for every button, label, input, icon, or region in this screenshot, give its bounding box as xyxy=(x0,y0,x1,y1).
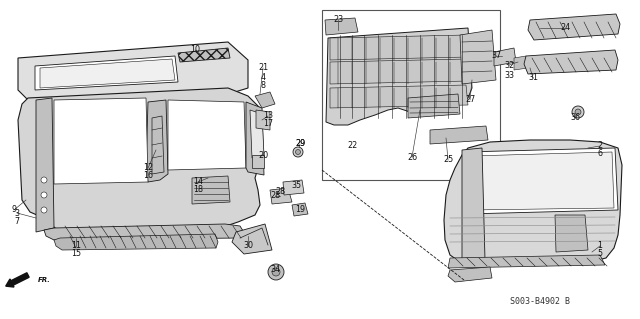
Text: 2: 2 xyxy=(597,142,603,151)
Polygon shape xyxy=(252,155,264,168)
Polygon shape xyxy=(178,48,230,62)
Text: 32: 32 xyxy=(504,61,514,70)
Polygon shape xyxy=(330,85,468,108)
Text: 28: 28 xyxy=(275,188,285,197)
Text: 17: 17 xyxy=(263,120,273,129)
Polygon shape xyxy=(408,94,460,118)
Circle shape xyxy=(268,264,284,280)
Text: 36: 36 xyxy=(570,114,580,122)
Polygon shape xyxy=(444,140,622,265)
Text: 26: 26 xyxy=(407,152,417,161)
Circle shape xyxy=(41,207,47,213)
Text: 4: 4 xyxy=(260,72,266,81)
Polygon shape xyxy=(524,50,618,74)
Polygon shape xyxy=(270,188,292,204)
Polygon shape xyxy=(330,35,468,60)
Text: 14: 14 xyxy=(193,177,203,187)
Text: 11: 11 xyxy=(71,241,81,250)
Polygon shape xyxy=(330,59,468,84)
Polygon shape xyxy=(54,234,218,250)
Circle shape xyxy=(575,109,581,115)
Polygon shape xyxy=(54,98,148,184)
Text: 29: 29 xyxy=(295,139,305,149)
Text: 8: 8 xyxy=(260,81,266,91)
Text: 29: 29 xyxy=(295,139,305,149)
Text: 30: 30 xyxy=(243,241,253,250)
Text: 28: 28 xyxy=(270,191,280,201)
Text: 33: 33 xyxy=(504,70,514,79)
Polygon shape xyxy=(18,88,262,234)
Circle shape xyxy=(296,150,301,154)
Polygon shape xyxy=(250,110,264,158)
Polygon shape xyxy=(326,28,472,125)
Polygon shape xyxy=(18,42,248,100)
Polygon shape xyxy=(555,215,588,252)
Polygon shape xyxy=(36,98,54,232)
Text: 3: 3 xyxy=(15,209,19,218)
Polygon shape xyxy=(292,203,308,216)
Text: 7: 7 xyxy=(15,217,20,226)
Polygon shape xyxy=(430,126,488,144)
FancyBboxPatch shape xyxy=(322,10,500,180)
Circle shape xyxy=(293,147,303,157)
Text: 20: 20 xyxy=(258,152,268,160)
Text: 10: 10 xyxy=(190,46,200,55)
Text: 9: 9 xyxy=(12,205,17,214)
Polygon shape xyxy=(246,102,264,175)
Text: 18: 18 xyxy=(193,186,203,195)
Text: 12: 12 xyxy=(143,164,153,173)
Polygon shape xyxy=(35,56,178,90)
Polygon shape xyxy=(465,148,618,214)
Text: 27: 27 xyxy=(465,95,475,105)
Polygon shape xyxy=(514,56,528,70)
Polygon shape xyxy=(528,14,620,40)
FancyArrow shape xyxy=(6,273,29,287)
Text: 15: 15 xyxy=(71,249,81,258)
Polygon shape xyxy=(462,148,485,264)
Text: 5: 5 xyxy=(597,249,603,258)
Text: 6: 6 xyxy=(598,150,602,159)
Text: S003-B4902 B: S003-B4902 B xyxy=(510,298,570,307)
Text: 21: 21 xyxy=(258,63,268,72)
Polygon shape xyxy=(255,92,275,108)
Text: 35: 35 xyxy=(291,181,301,189)
Polygon shape xyxy=(192,176,230,204)
Polygon shape xyxy=(232,224,272,254)
Circle shape xyxy=(41,192,47,198)
Polygon shape xyxy=(40,59,175,88)
Text: 31: 31 xyxy=(528,73,538,83)
Polygon shape xyxy=(494,48,516,66)
Text: 23: 23 xyxy=(333,16,343,25)
Polygon shape xyxy=(448,267,492,282)
Text: 37: 37 xyxy=(491,51,501,61)
Polygon shape xyxy=(448,255,605,268)
Polygon shape xyxy=(460,30,496,84)
Text: 22: 22 xyxy=(347,142,357,151)
Text: 25: 25 xyxy=(443,155,453,165)
Circle shape xyxy=(572,106,584,118)
Polygon shape xyxy=(470,152,614,210)
Text: 13: 13 xyxy=(263,112,273,121)
Text: 34: 34 xyxy=(270,265,280,275)
Polygon shape xyxy=(146,100,168,182)
Polygon shape xyxy=(168,100,246,170)
Text: 16: 16 xyxy=(143,172,153,181)
Text: 24: 24 xyxy=(560,24,570,33)
Polygon shape xyxy=(256,110,270,130)
Polygon shape xyxy=(283,180,304,195)
Circle shape xyxy=(272,268,280,276)
Circle shape xyxy=(41,177,47,183)
Text: FR.: FR. xyxy=(38,277,51,283)
Polygon shape xyxy=(152,116,164,174)
Polygon shape xyxy=(325,18,358,35)
Text: 19: 19 xyxy=(295,205,305,214)
Polygon shape xyxy=(44,224,245,240)
Text: 1: 1 xyxy=(598,241,602,250)
